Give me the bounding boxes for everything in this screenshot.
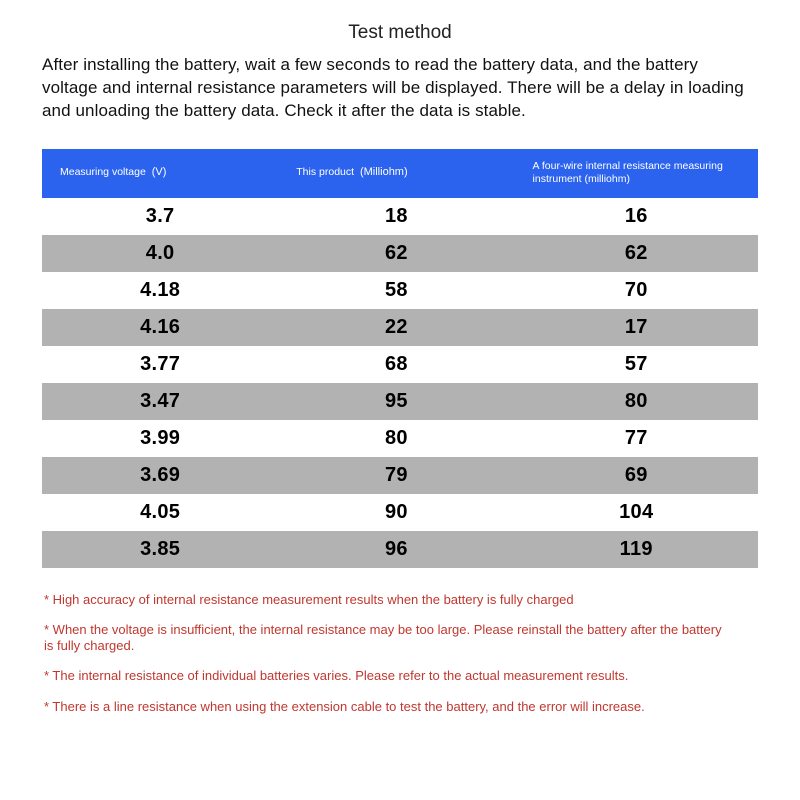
table-cell: 16 xyxy=(515,198,758,235)
table-row: 3.776857 xyxy=(42,346,758,383)
table-body: 3.718164.062624.1858704.1622173.7768573.… xyxy=(42,198,758,568)
table-cell: 3.47 xyxy=(42,383,278,420)
table-cell: 80 xyxy=(515,383,758,420)
col-header-voltage: Measuring voltage (V) xyxy=(42,149,278,198)
col-header-reference: A four-wire internal resistance measurin… xyxy=(515,149,758,198)
col-header-label: Measuring voltage xyxy=(60,166,146,178)
table-cell: 3.7 xyxy=(42,198,278,235)
page: Test method After installing the battery… xyxy=(0,0,800,739)
table-cell: 80 xyxy=(278,420,514,457)
col-header-label: A four-wire internal resistance measurin… xyxy=(533,160,723,185)
table-row: 3.998077 xyxy=(42,420,758,457)
col-header-unit: (Milliohm) xyxy=(360,166,408,178)
table-row: 4.185870 xyxy=(42,272,758,309)
table-cell: 4.16 xyxy=(42,309,278,346)
table-cell: 3.99 xyxy=(42,420,278,457)
table-row: 3.697969 xyxy=(42,457,758,494)
table-cell: 3.77 xyxy=(42,346,278,383)
table-row: 4.0590104 xyxy=(42,494,758,531)
table-row: 4.06262 xyxy=(42,235,758,272)
table-cell: 18 xyxy=(278,198,514,235)
table-cell: 96 xyxy=(278,531,514,568)
table-cell: 119 xyxy=(515,531,758,568)
table-cell: 4.18 xyxy=(42,272,278,309)
page-title: Test method xyxy=(42,22,758,44)
table-row: 3.8596119 xyxy=(42,531,758,568)
table-cell: 90 xyxy=(278,494,514,531)
intro-paragraph: After installing the battery, wait a few… xyxy=(42,54,758,123)
note-item: * The internal resistance of individual … xyxy=(44,668,724,684)
table-row: 3.71816 xyxy=(42,198,758,235)
table-cell: 4.0 xyxy=(42,235,278,272)
table-row: 4.162217 xyxy=(42,309,758,346)
table-cell: 104 xyxy=(515,494,758,531)
col-header-product: This product (Milliohm) xyxy=(278,149,514,198)
table-cell: 17 xyxy=(515,309,758,346)
notes-section: * High accuracy of internal resistance m… xyxy=(42,592,758,715)
table-cell: 3.85 xyxy=(42,531,278,568)
resistance-table: Measuring voltage (V) This product (Mill… xyxy=(42,149,758,568)
table-cell: 22 xyxy=(278,309,514,346)
table-cell: 62 xyxy=(515,235,758,272)
table-cell: 62 xyxy=(278,235,514,272)
table-cell: 70 xyxy=(515,272,758,309)
col-header-label: This product xyxy=(296,166,354,178)
table-cell: 3.69 xyxy=(42,457,278,494)
table-cell: 79 xyxy=(278,457,514,494)
table-row: 3.479580 xyxy=(42,383,758,420)
table-cell: 95 xyxy=(278,383,514,420)
note-item: * There is a line resistance when using … xyxy=(44,699,724,715)
table-cell: 57 xyxy=(515,346,758,383)
table-header-row: Measuring voltage (V) This product (Mill… xyxy=(42,149,758,198)
col-header-unit: (V) xyxy=(152,166,167,178)
note-item: * When the voltage is insufficient, the … xyxy=(44,622,724,655)
table-cell: 4.05 xyxy=(42,494,278,531)
table-cell: 69 xyxy=(515,457,758,494)
table-cell: 58 xyxy=(278,272,514,309)
table-cell: 68 xyxy=(278,346,514,383)
table-cell: 77 xyxy=(515,420,758,457)
note-item: * High accuracy of internal resistance m… xyxy=(44,592,724,608)
